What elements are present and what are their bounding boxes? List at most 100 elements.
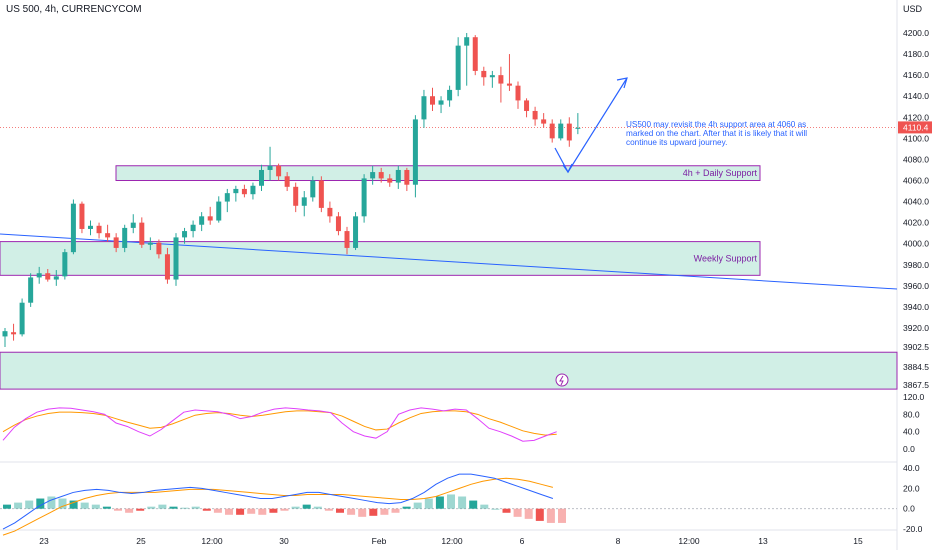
candle-up: [190, 224, 196, 232]
macd-histogram-bar: [169, 506, 178, 509]
candle-down: [566, 123, 572, 141]
candle-up: [130, 222, 136, 228]
candle-up: [370, 172, 376, 179]
candle-up: [455, 45, 461, 90]
candle-down: [404, 169, 410, 185]
macd-line: [2, 473, 554, 530]
candle-down: [472, 37, 478, 71]
candle-up: [361, 178, 367, 217]
macd-histogram-bar: [546, 508, 555, 523]
macd-histogram-bar: [225, 508, 233, 515]
macd-tick-label: 20.0: [903, 483, 920, 493]
macd-histogram-bar: [258, 508, 267, 515]
candle-up: [182, 231, 188, 238]
macd-histogram-bar: [147, 506, 156, 509]
candle-up: [147, 242, 153, 245]
projection-path[interactable]: [554, 77, 628, 174]
price-tick-label: 3920.0: [903, 323, 929, 333]
candle-down: [139, 222, 145, 245]
price-tick-label: 3867.5: [903, 380, 929, 390]
candle-down: [430, 96, 435, 105]
candle-up: [267, 165, 273, 170]
bottom-support-zone[interactable]: [0, 351, 898, 390]
macd-histogram-bar: [158, 504, 167, 509]
candle-down: [549, 123, 555, 139]
candle-up: [122, 227, 128, 248]
candle-up: [575, 127, 581, 129]
candle-down: [276, 165, 282, 177]
candle-up: [447, 89, 453, 101]
macd-histogram-bar: [336, 508, 344, 513]
stoch-tick-label: 0.0: [903, 444, 915, 454]
price-tick-label: 3980.0: [903, 260, 929, 270]
macd-tick-label: 0.0: [903, 504, 915, 514]
macd-histogram-bar: [558, 508, 566, 523]
macd-histogram-bar: [491, 508, 500, 510]
macd-histogram-bar: [280, 508, 289, 511]
macd-histogram-bar: [324, 508, 333, 511]
macd-histogram-bar: [502, 508, 511, 513]
price-tick-label: 3902.5: [903, 342, 929, 352]
candle-up: [464, 37, 470, 46]
macd-histogram-bar: [291, 506, 300, 509]
stoch-tick-label: 40.0: [903, 427, 920, 437]
time-tick-label: Feb: [372, 536, 387, 546]
candle-down: [515, 85, 521, 101]
stoch-d-line: [2, 410, 557, 436]
macd-histogram-bar: [469, 500, 478, 509]
candle-up: [53, 276, 59, 280]
stoch-tick-label: 80.0: [903, 409, 920, 419]
candle-down: [335, 216, 341, 232]
candle-down: [387, 178, 393, 183]
candle-up: [310, 180, 316, 198]
time-axis: 23 25 12:00 30 Feb 12:00 6 8 12:00 13 15: [39, 536, 863, 546]
candle-down: [164, 254, 170, 280]
macd-histogram-bar: [313, 506, 322, 509]
arrow-up-icon: [616, 77, 628, 89]
candle-up: [301, 197, 307, 206]
price-tick-label: 4020.0: [903, 218, 929, 228]
annotation-line-2: marked on the chart. After that it is li…: [626, 129, 807, 138]
macd-histogram-bar: [424, 498, 433, 509]
candle-down: [524, 100, 530, 111]
time-tick-label: 8: [616, 536, 621, 546]
chart-title: US 500, 4h, CURRENCYCOM: [6, 4, 142, 15]
time-tick-label: 6: [520, 536, 525, 546]
macd-histogram-bar: [36, 498, 45, 509]
candle-up: [173, 237, 179, 280]
macd-histogram-bar: [347, 508, 356, 515]
candlestick-series: [2, 33, 581, 347]
currency-label: USD: [903, 4, 923, 14]
daily-support-zone[interactable]: [115, 165, 761, 181]
arrow-down-icon: [562, 163, 573, 174]
candle-up: [216, 201, 222, 221]
macd-histogram-bar: [535, 508, 544, 521]
time-tick-label: 30: [279, 536, 289, 546]
candle-down: [284, 176, 290, 187]
macd-pane: [0, 473, 897, 536]
price-tick-label: 4200.0: [903, 28, 929, 38]
macd-histogram-bar: [114, 508, 122, 511]
macd-histogram-bar: [136, 508, 145, 511]
candle-down: [96, 225, 102, 234]
candle-up: [250, 185, 256, 195]
candle-down: [207, 216, 213, 221]
candle-down: [293, 186, 299, 206]
candle-down: [156, 242, 162, 255]
macd-histogram-bar: [236, 508, 245, 515]
macd-tick-label: -20.0: [903, 524, 923, 534]
price-tick-label: 4140.0: [903, 91, 929, 101]
candle-up: [489, 75, 495, 78]
macd-histogram-bar: [369, 508, 378, 516]
candle-up: [224, 193, 230, 202]
macd-histogram-bar: [513, 508, 522, 517]
candle-up: [19, 302, 25, 335]
macd-histogram-bar: [269, 508, 278, 513]
macd-tick-label: 40.0: [903, 463, 920, 473]
lightning-icon[interactable]: [555, 373, 569, 387]
price-tick-label: 3940.0: [903, 302, 929, 312]
candle-up: [259, 169, 264, 186]
price-tick-label: 4060.0: [903, 176, 929, 186]
macd-histogram-bar: [14, 502, 23, 509]
